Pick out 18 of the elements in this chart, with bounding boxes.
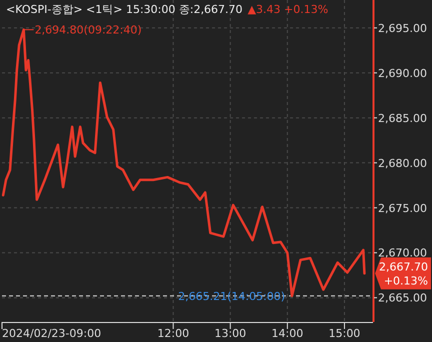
chart-subtitle: ▲3.43 +0.13% xyxy=(248,3,328,16)
x-tick-label: 15:00 xyxy=(328,327,360,340)
x-tick-label: 12:00 xyxy=(157,327,190,340)
ref-line: 2,665.21(14:05:00) xyxy=(2,290,374,303)
annotation: 2,667.70 +0.13% xyxy=(375,257,431,290)
chart-title: <KOSPI-종합> <1틱> 15:30:00 종:2,667.70 xyxy=(6,3,243,16)
x-tick-label: 13:00 xyxy=(214,327,246,340)
y-tick-label: 2,670.00 xyxy=(378,246,427,260)
ref-line-label: 2,665.21(14:05:00) xyxy=(178,290,286,303)
y-tick-label: 2,690.00 xyxy=(378,66,427,80)
y-tick-label: 2,665.00 xyxy=(378,292,427,305)
y-tick-label: 2,695.00 xyxy=(378,22,427,35)
x-tick-label: 14:00 xyxy=(272,327,304,340)
y-tick-label: 2,680.00 xyxy=(378,156,427,170)
y-tick-label: 2,685.00 xyxy=(378,112,427,125)
x-tick-label: 2024/02/23-09:00 xyxy=(2,327,102,340)
annotation: 2,694.80(09:22:40) xyxy=(23,24,142,37)
y-tick-label: 2,675.00 xyxy=(378,202,427,215)
